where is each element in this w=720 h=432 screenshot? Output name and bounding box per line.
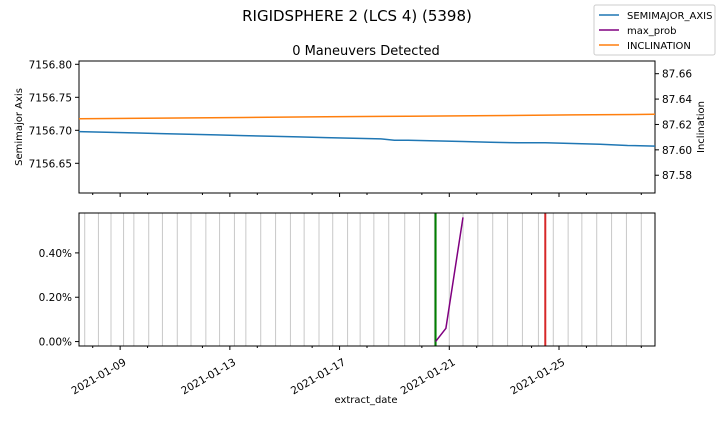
y-tick-label-right: 87.64 bbox=[662, 94, 692, 106]
x-tick-label: 2021-01-13 bbox=[179, 356, 238, 397]
y-axis-label-right: Inclination bbox=[696, 101, 707, 153]
top-panel: 7156.65 7156.70 7156.75 7156.80 87.58 87.60 8… bbox=[14, 59, 707, 197]
y-tick-label-right: 87.60 bbox=[662, 145, 692, 157]
chart-subtitle: 0 Maneuvers Detected bbox=[292, 44, 440, 59]
y-tick-label-bottom: 0.40% bbox=[39, 248, 72, 260]
y-axis-label-left: Semimajor Axis bbox=[14, 88, 25, 166]
x-tick-label: 2021-01-17 bbox=[289, 356, 348, 397]
legend-label: max_prob bbox=[627, 26, 677, 37]
y-tick-label-right: 87.62 bbox=[662, 119, 692, 131]
legend-label: INCLINATION bbox=[627, 41, 691, 52]
series-line-max-prob bbox=[435, 217, 464, 343]
y-tick-label-left: 7156.65 bbox=[29, 158, 72, 170]
x-axis-label: extract_date bbox=[334, 395, 397, 406]
y-tick-label-bottom: 0.20% bbox=[39, 292, 72, 304]
y-tick-label-left: 7156.80 bbox=[29, 59, 72, 71]
legend-box bbox=[593, 4, 716, 56]
series-line-inclination bbox=[78, 113, 656, 120]
y-tick-label-right: 87.66 bbox=[662, 69, 692, 81]
chart-title: RIGIDSPHERE 2 (LCS 4) (5398) bbox=[242, 7, 472, 25]
legend-label: SEMIMAJOR_AXIS bbox=[627, 11, 712, 22]
bottom-panel: 0.00% 0.20% 0.40% 2021-01-09 2021-01-13 2021… bbox=[39, 212, 656, 406]
top-plot-frame bbox=[78, 60, 656, 194]
x-tick-label: 2021-01-21 bbox=[399, 356, 458, 397]
y-tick-label-right: 87.58 bbox=[662, 170, 692, 182]
y-tick-label-left: 7156.75 bbox=[29, 92, 72, 104]
y-tick-label-left: 7156.70 bbox=[29, 125, 72, 137]
y-tick-label-bottom: 0.00% bbox=[39, 337, 72, 349]
x-tick-label: 2021-01-09 bbox=[70, 356, 129, 397]
legend: SEMIMAJOR_AXIS max_prob INCLINATION bbox=[593, 4, 716, 56]
series-line-semimajor-axis bbox=[78, 130, 656, 147]
x-tick-label: 2021-01-25 bbox=[508, 356, 567, 397]
